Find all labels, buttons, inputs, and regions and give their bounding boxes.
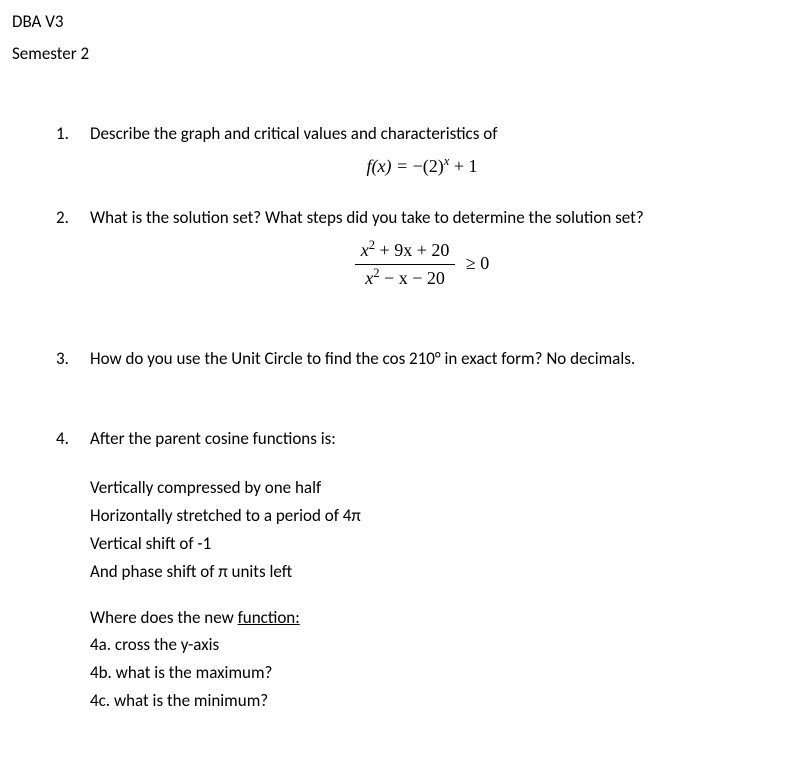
q1-eq-tail: + 1: [449, 156, 477, 176]
q1-number: 1.: [56, 122, 90, 146]
doc-title: DBA V3: [12, 10, 788, 34]
q2-fraction: x2 + 9x + 20 x2 − x − 20: [355, 237, 456, 290]
q2-relation: ≥ 0: [466, 251, 489, 276]
q4-number: 4.: [56, 427, 90, 451]
q1-text: Describe the graph and critical values a…: [90, 122, 788, 146]
q4-transformations: Vertically compressed by one half Horizo…: [56, 476, 788, 583]
q2-den-rest: − x − 20: [380, 268, 445, 288]
q2-num-var: x: [361, 240, 369, 260]
question-3: 3. How do you use the Unit Circle to fin…: [56, 347, 788, 371]
q4-transform-2: Horizontally stretched to a period of 4π: [90, 504, 788, 528]
questions-container: 1. Describe the graph and critical value…: [12, 74, 788, 713]
q1-eq-rhs: −(2): [413, 156, 444, 176]
q2-denominator: x2 − x − 20: [355, 265, 456, 291]
q4b: 4b. what is the maximum?: [90, 661, 788, 685]
q1-eq-lhs: f(x) =: [366, 156, 412, 176]
q2-text: What is the solution set? What steps did…: [90, 206, 788, 230]
question-4: 4. After the parent cosine functions is:: [56, 427, 788, 451]
q4-where-underlined: function:: [238, 607, 300, 628]
q4-transform-1: Vertically compressed by one half: [90, 476, 788, 500]
doc-subtitle: Semester 2: [12, 42, 788, 66]
q2-number: 2.: [56, 206, 90, 230]
q3-number: 3.: [56, 347, 90, 371]
q3-text: How do you use the Unit Circle to find t…: [90, 347, 788, 371]
q4a: 4a. cross the y-axis: [90, 633, 788, 657]
q4-subquestions: Where does the new function: 4a. cross t…: [56, 606, 788, 713]
q4-where-line: Where does the new function:: [90, 606, 788, 630]
q1-equation: f(x) = −(2)x + 1: [56, 153, 788, 179]
q4-transform-4: And phase shift of π units left: [90, 560, 788, 584]
question-2: 2. What is the solution set? What steps …: [56, 206, 788, 230]
question-1: 1. Describe the graph and critical value…: [56, 122, 788, 146]
q4-transform-3: Vertical shift of -1: [90, 532, 788, 556]
q4c: 4c. what is the minimum?: [90, 689, 788, 713]
q2-num-rest: + 9x + 20: [375, 240, 449, 260]
q2-equation: x2 + 9x + 20 x2 − x − 20 ≥ 0: [56, 237, 788, 290]
q2-numerator: x2 + 9x + 20: [355, 237, 456, 264]
q4-where-pre: Where does the new: [90, 607, 238, 628]
q4-intro: After the parent cosine functions is:: [90, 427, 788, 451]
